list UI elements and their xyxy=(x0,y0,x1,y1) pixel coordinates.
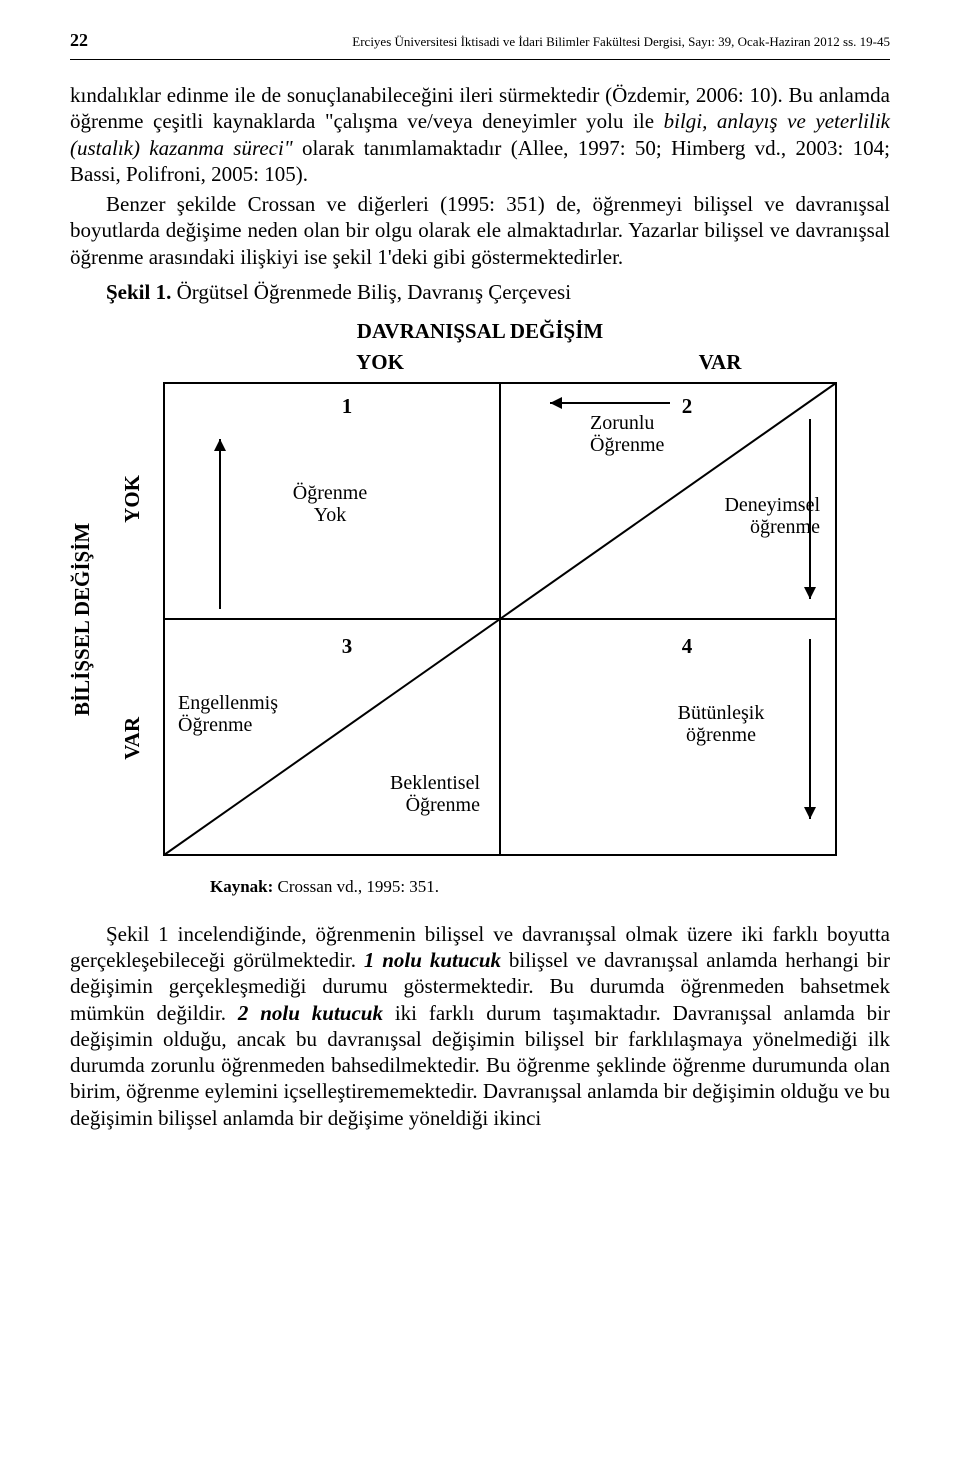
axis-left-yok: YOK xyxy=(120,475,145,523)
figure-title: Şekil 1. Örgütsel Öğrenmede Biliş, Davra… xyxy=(70,280,890,305)
axis-left-labels: YOK VAR xyxy=(104,379,160,859)
axis-top-yok: YOK xyxy=(210,350,550,375)
paragraph-3: Şekil 1 incelendiğinde, öğrenmenin biliş… xyxy=(70,921,890,1131)
source-bold: Kaynak: xyxy=(210,877,273,896)
journal-header: Erciyes Üniversitesi İktisadi ve İdari B… xyxy=(352,34,890,50)
p3-b: 1 nolu kutucuk xyxy=(364,948,501,972)
header-rule xyxy=(70,59,890,60)
figure-title-rest: Örgütsel Öğrenmede Biliş, Davranış Çerçe… xyxy=(171,280,571,304)
svg-text:3: 3 xyxy=(342,634,353,658)
source-rest: Crossan vd., 1995: 351. xyxy=(273,877,439,896)
axis-top-labels: YOK VAR xyxy=(210,350,890,375)
svg-text:ZorunluÖğrenme: ZorunluÖğrenme xyxy=(590,412,665,456)
svg-text:BeklentiselÖğrenme: BeklentiselÖğrenme xyxy=(390,772,480,816)
svg-text:1: 1 xyxy=(342,394,353,418)
svg-text:2: 2 xyxy=(682,394,693,418)
figure-1: DAVRANIŞSAL DEĞİŞİM YOK VAR BİLİŞSEL DEĞ… xyxy=(70,319,890,859)
page-number: 22 xyxy=(70,30,88,51)
figure-source: Kaynak: Crossan vd., 1995: 351. xyxy=(210,877,890,897)
svg-text:EngellenmişÖğrenme: EngellenmişÖğrenme xyxy=(178,692,278,736)
axis-left-title: BİLİŞSEL DEĞİŞİM xyxy=(70,379,104,859)
quadrant-svg: 1 2 3 4 ÖğrenmeYok ZorunluÖğrenme Deneyimselöğ… xyxy=(160,379,840,859)
axis-top-title: DAVRANIŞSAL DEĞİŞİM xyxy=(70,319,890,344)
paragraph-1: kındalıklar edinme ile de sonuçlanabilec… xyxy=(70,82,890,187)
axis-left-var: VAR xyxy=(120,717,145,760)
svg-text:Bütünleşiköğrenme: Bütünleşiköğrenme xyxy=(678,702,765,746)
paragraph-2: Benzer şekilde Crossan ve diğerleri (199… xyxy=(70,191,890,270)
svg-text:Deneyimselöğrenme: Deneyimselöğrenme xyxy=(724,494,820,538)
axis-top-var: VAR xyxy=(550,350,890,375)
svg-text:ÖğrenmeYok: ÖğrenmeYok xyxy=(293,481,368,526)
figure-title-bold: Şekil 1. xyxy=(106,280,171,304)
p3-d: 2 nolu kutucuk xyxy=(238,1001,383,1025)
svg-text:4: 4 xyxy=(682,634,693,658)
